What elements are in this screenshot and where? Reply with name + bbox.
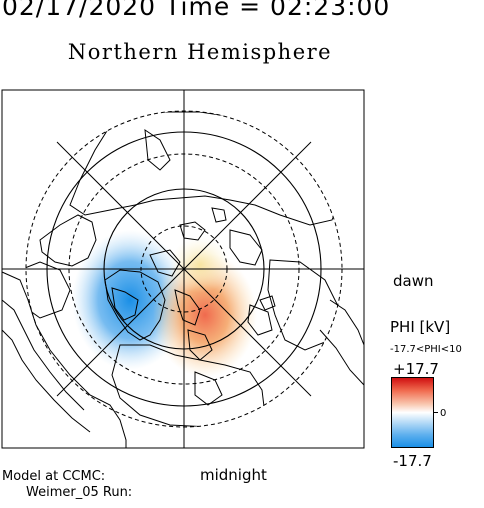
colorbar [391,377,434,448]
colorbar-min-label: -17.7 [393,452,432,470]
model-label: Model at CCMC: [2,469,106,484]
colorbar-range: -17.7<PHI<10 [390,344,462,355]
date-time-title: 02/17/2020 Time = 02:23:00 [2,0,391,21]
colorbar-max-label: +17.7 [393,360,439,378]
dawn-label: dawn [393,272,434,290]
colorbar-title: PHI [kV] [390,318,451,336]
colorbar-zero-label: 0 [440,408,447,419]
run-label: Weimer_05 Run: [26,485,133,500]
hemisphere-title: Northern Hemisphere [67,40,333,64]
weak-positive-region [170,237,230,293]
colorbar-zero-tick [434,412,438,413]
meridians [2,90,364,448]
midnight-label: midnight [200,466,267,484]
outside-coastlines [1,271,365,448]
